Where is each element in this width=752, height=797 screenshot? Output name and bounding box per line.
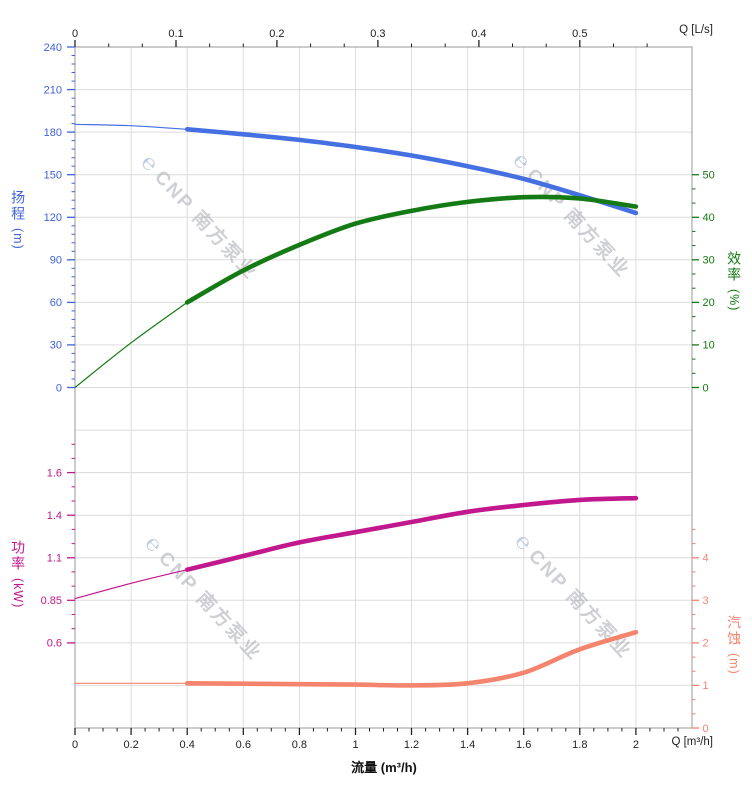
tick-label: 0.8 [292, 739, 307, 751]
tick-label: 1 [352, 739, 358, 751]
tick-label: 0.2 [123, 739, 138, 751]
curves-layer [74, 123, 639, 688]
bottom-axis-unit-label: Q [m³/h] [671, 736, 713, 748]
tick-label: 4 [703, 553, 709, 565]
efficiency-axis-title-cn: 效率 [726, 251, 743, 283]
head-axis-title: 扬程 (m) [10, 190, 26, 250]
head-axis-unit: (m) [11, 228, 26, 250]
tick-label: 30 [703, 255, 715, 267]
tick-label: 120 [44, 212, 62, 224]
curve-efficiency [184, 194, 639, 305]
tick-label: 10 [703, 340, 715, 352]
tick-label: 0.85 [41, 595, 62, 607]
tick-label: 0.2 [269, 28, 284, 40]
tick-label: 0.5 [572, 28, 587, 40]
npsh-axis-title: 汽蚀 (m) [726, 615, 742, 675]
tick-label: 0.3 [370, 28, 385, 40]
tick-label: 180 [44, 127, 62, 139]
tick-label: 1.6 [47, 467, 62, 479]
power-axis-unit: (kW) [11, 578, 26, 609]
npsh-axis-title-cn: 汽蚀 [726, 615, 743, 647]
tick-label: 2 [703, 638, 709, 650]
curve-power [184, 495, 639, 572]
power-axis-title-cn: 功率 [10, 540, 27, 572]
tick-label: 1.1 [47, 553, 62, 565]
head-axis-title-cn: 扬程 [10, 190, 27, 222]
tick-label: 0 [703, 723, 709, 735]
tick-label: 0 [72, 28, 78, 40]
curve-npsh [184, 629, 639, 688]
tick-label: 1.2 [404, 739, 419, 751]
brand-watermark-text: CNP 南方泵业 [524, 544, 637, 663]
tick-label: 1.8 [572, 739, 587, 751]
curve-efficiency-thin [74, 301, 188, 389]
brand-watermark: ℮CNP 南方泵业 [508, 147, 636, 282]
tick-label: 50 [703, 170, 715, 182]
tick-label: 1.6 [516, 739, 531, 751]
brand-watermark: ℮CNP 南方泵业 [140, 530, 268, 665]
tick-label: 3 [703, 595, 709, 607]
watermark-layer: ℮CNP 南方泵业 ℮CNP 南方泵业 ℮CNP 南方泵业 ℮CNP 南方泵业 [136, 147, 637, 665]
tick-label: 240 [44, 42, 62, 54]
curve-power-thin [74, 569, 188, 600]
efficiency-axis-title: 效率 (%) [726, 251, 742, 311]
tick-label: 0 [56, 382, 62, 394]
tick-label: 60 [50, 297, 62, 309]
tick-label: 0.4 [471, 28, 486, 40]
tick-label: 150 [44, 170, 62, 182]
npsh-axis-unit: (m) [727, 653, 742, 675]
tick-label: 1 [703, 680, 709, 692]
efficiency-axis-unit: (%) [727, 289, 742, 312]
top-axis-unit-label: Q [L/s] [679, 24, 713, 36]
tick-label: 0 [72, 739, 78, 751]
tick-label: 210 [44, 84, 62, 96]
tick-label: 30 [50, 340, 62, 352]
tick-label: 2 [633, 739, 639, 751]
tick-label: 0.6 [236, 739, 251, 751]
tick-label: 0.6 [47, 638, 62, 650]
tick-label: 0.4 [180, 739, 195, 751]
tick-label: 1.4 [47, 510, 62, 522]
tick-label: 90 [50, 255, 62, 267]
flow-axis-title: 流量 (m³/h) [351, 760, 417, 775]
curve-head [184, 127, 639, 216]
curve-head-thin [74, 123, 188, 130]
tick-label: 0.1 [168, 28, 183, 40]
axes-layer: 0 0.1 0.2 0.3 0.4 0.5 0 0.2 0.4 0.6 0.8 1 1.2 1.4 1.6 1… [41, 28, 715, 751]
tick-label: 20 [703, 297, 715, 309]
power-axis-title: 功率 (kW) [10, 540, 26, 608]
tick-label: 40 [703, 212, 715, 224]
tick-label: 1.4 [460, 739, 475, 751]
tick-label: 0 [703, 382, 709, 394]
